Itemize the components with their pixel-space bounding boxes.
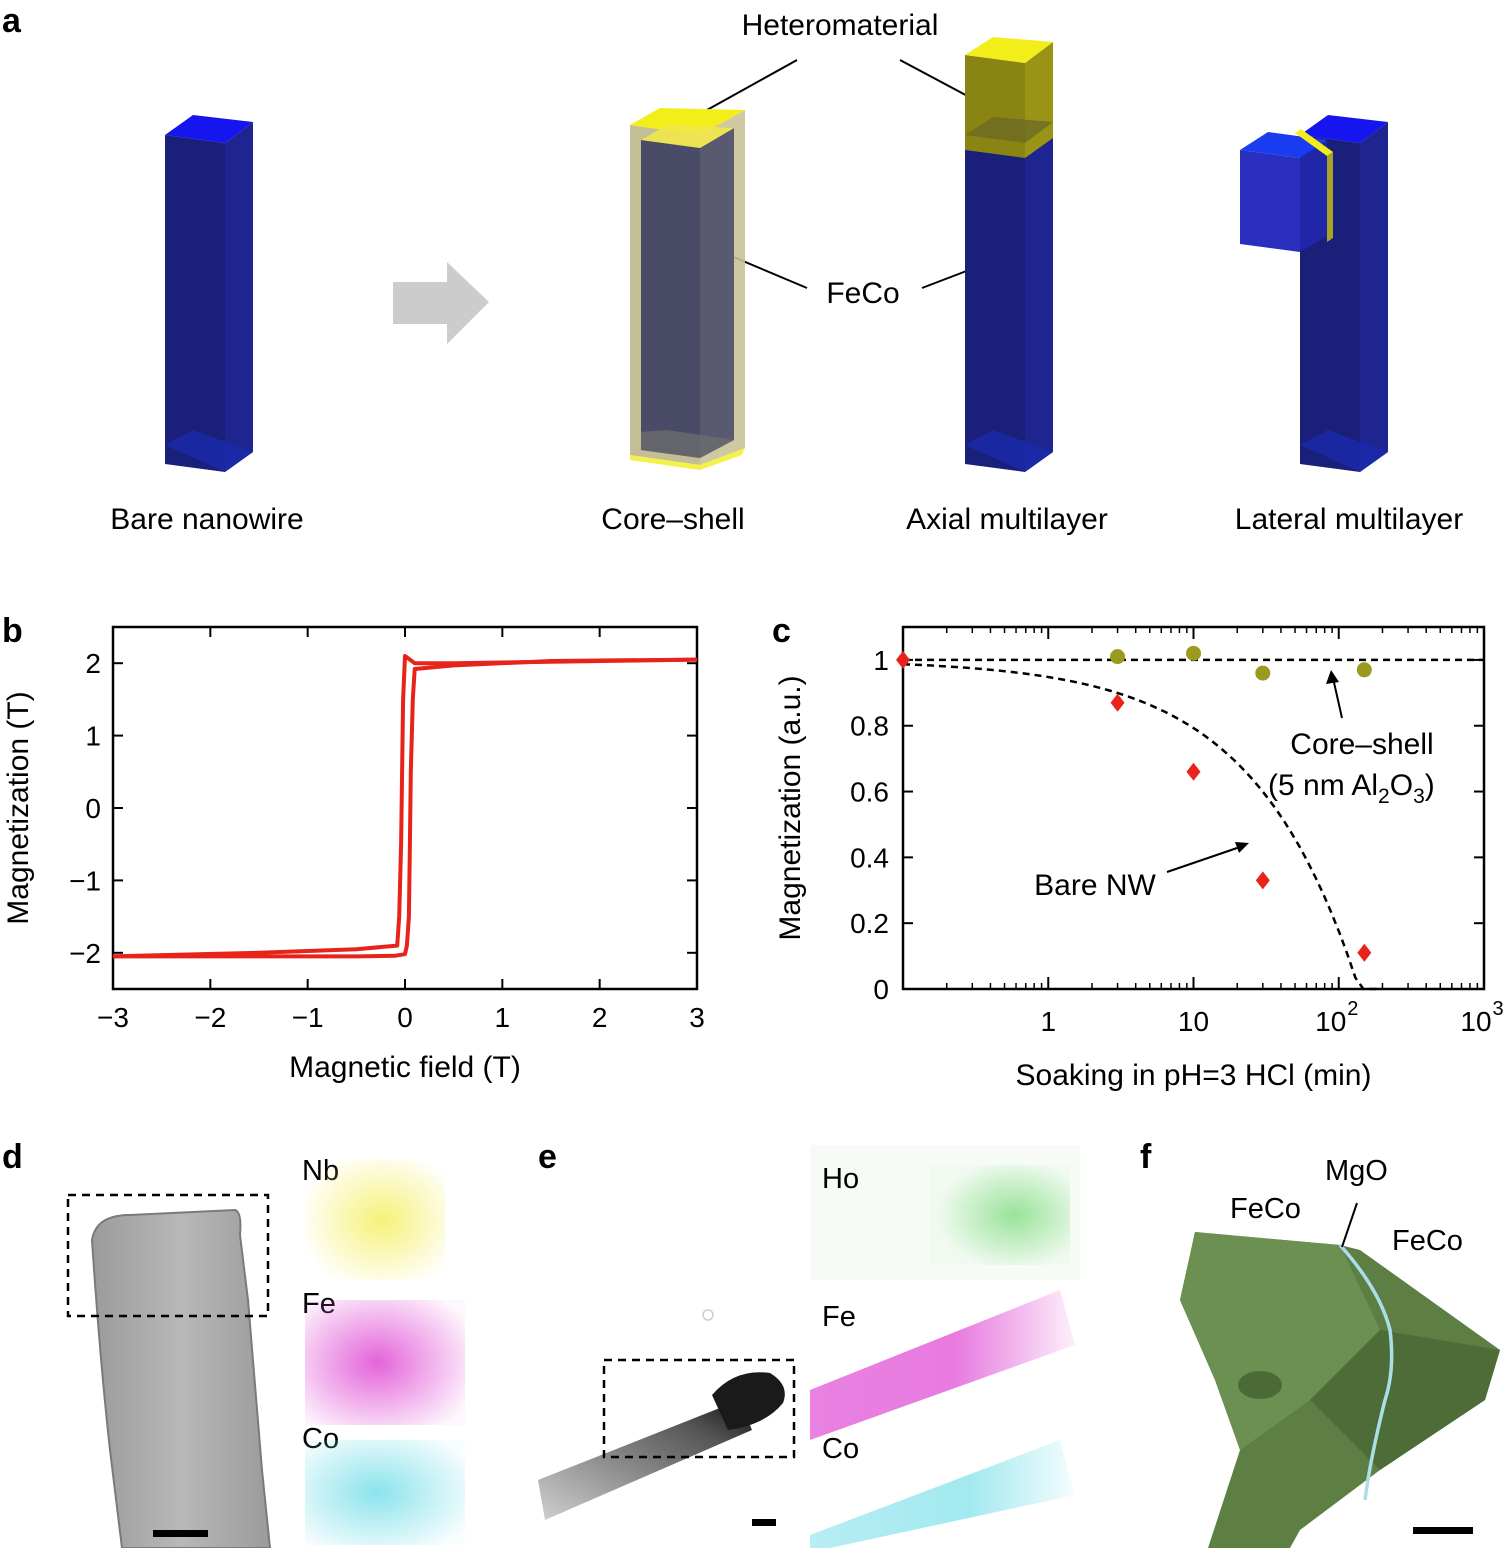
chart-c-annotation-part: (5 nm Al [1268,769,1378,802]
axial-multilayer-model [965,37,1053,472]
chart-c-point-core-shell [1255,665,1271,681]
chart-c-annotation-core-shell: Core–shell [1290,728,1433,761]
chart-c-ytick-label: 1 [873,645,889,676]
chart-b-xtick-label: −3 [97,1002,129,1033]
panel-d-map-fe [305,1300,465,1425]
chart-c-point-bare [896,650,910,669]
chart-b-ytick-label: 2 [85,648,101,679]
bare-nanowire-model [165,115,253,472]
chart-c-annotation-part: ) [1425,769,1435,802]
chart-c-ytick-label: 0.8 [850,711,889,742]
chart-b-series-line-1 [113,657,698,959]
chart-c-fit-line-2 [902,662,1380,991]
panel-d-label: d [2,1138,23,1176]
panel-f-mgo-layer [1338,1243,1394,1501]
panel-f-label: f [1140,1138,1152,1176]
panel-d-tem-image [66,1193,272,1548]
panel-f-sem-image [1180,1232,1500,1548]
chart-b-xtick-label: 1 [495,1002,511,1033]
panel-d-map-nb [305,1160,445,1280]
chart-c-annotation-al2o3: (5 nm Al2O3) [1268,769,1435,808]
chart-b-xtick-label: 2 [592,1002,608,1033]
chart-b-xlabel: Magnetic field (T) [289,1051,521,1084]
chart-c-point-bare [1186,762,1201,781]
chart-c-point-core-shell [1110,649,1126,665]
chart-c-point-bare [1357,943,1372,962]
chart-b-xtick-label: 0 [397,1002,413,1033]
chart-b: −3 −2 −1 0 1 2 3 −2 −1 0 1 2 Magnetic field (T) Magne… [2,625,705,1084]
caption-lateral-multilayer: Lateral multilayer [1235,503,1463,536]
chart-b-xtick-label: −2 [194,1002,226,1033]
panel-d-scale-bar [153,1530,208,1537]
chart-c-ytick-label: 0.6 [850,777,889,808]
chart-c-bare-arrowhead [1235,842,1249,853]
chart-c-frame [901,625,1486,991]
chart-c-point-bare [1255,871,1270,890]
caption-axial-multilayer: Axial multilayer [906,503,1108,536]
panel-f-label-feco-right: FeCo [1392,1225,1463,1257]
chart-b-ylabel: Magnetization (T) [2,691,35,924]
chart-c-annotation-part: 3 [1413,785,1425,808]
chart-c-xlabel: Soaking in pH=3 HCl (min) [1016,1059,1372,1092]
panel-e-map-label-fe: Fe [822,1301,856,1333]
panel-d-roi-box [66,1193,270,1318]
panel-e-map-fe [810,1290,1075,1440]
panel-f-mgo-leader [1341,1202,1358,1248]
panel-c-label: c [772,612,791,650]
heteromaterial-leader-left [706,59,798,111]
chart-c-xtick-label: 10 [1315,1006,1346,1037]
chart-c-xtick-label: 10 [1178,1006,1209,1037]
panel-e-map-label-co: Co [822,1433,859,1465]
chart-c-point-core-shell [1186,645,1201,661]
panel-e-map-co [810,1440,1075,1548]
chart-c-point-core-shell [1356,662,1372,678]
chart-c-core-shell-arrowhead [1326,670,1339,684]
feco-label: FeCo [826,277,899,310]
heteromaterial-label: Heteromaterial [742,9,939,42]
chart-b-xtick-label: 3 [689,1002,705,1033]
chart-c-bare-arrow [1166,846,1241,873]
chart-b-ytick-label: −1 [69,865,101,896]
panel-e-label: e [538,1138,557,1176]
chart-c-annotation-part: 2 [1378,785,1390,808]
caption-core-shell: Core–shell [601,503,744,536]
panel-e-map-ho [930,1165,1070,1265]
chart-c-point-bare [1110,693,1125,712]
chart-b-xtick-label: −1 [292,1002,324,1033]
chart-b-ytick-label: 1 [85,721,101,752]
panel-f-label-feco-left: FeCo [1230,1193,1301,1225]
panel-a-label: a [2,2,22,40]
chart-c-ytick-label: 0.4 [850,842,889,873]
panel-f-scale-bar [1413,1527,1473,1534]
chart-c-xtick-exponent: 2 [1347,998,1358,1020]
chart-c-xtick-label: 1 [1040,1006,1056,1037]
chart-b-series-line-2 [112,654,698,959]
chart-c-ytick-label: 0 [873,974,889,1005]
panel-e-scale-bar [752,1519,776,1526]
chart-b-ytick-label: −2 [69,938,101,969]
chart-c-ylabel: Magnetization (a.u.) [774,675,807,940]
panel-f-label-mgo: MgO [1325,1155,1388,1187]
panel-b-label: b [2,612,23,650]
panel-e-map-label-ho: Ho [822,1163,859,1195]
chart-b-ytick-label: 0 [85,793,101,824]
lateral-multilayer-model [1240,115,1388,472]
chart-c-annotation-part: O [1390,769,1413,802]
chart-c-xtick-exponent: 3 [1492,998,1503,1020]
chart-c-xtick-label: 10 [1460,1006,1491,1037]
transform-arrow-icon [393,262,489,344]
chart-c-core-shell-arrow [1332,677,1343,719]
panel-e-roi-box [602,1358,796,1459]
caption-bare-nanowire: Bare nanowire [110,503,303,536]
chart-c-annotation-bare: Bare NW [1034,869,1156,902]
core-shell-model [630,108,745,470]
panel-e-tem-image [538,1309,796,1526]
panel-d-map-co [305,1440,465,1545]
chart-c-ytick-label: 0.2 [850,908,889,939]
